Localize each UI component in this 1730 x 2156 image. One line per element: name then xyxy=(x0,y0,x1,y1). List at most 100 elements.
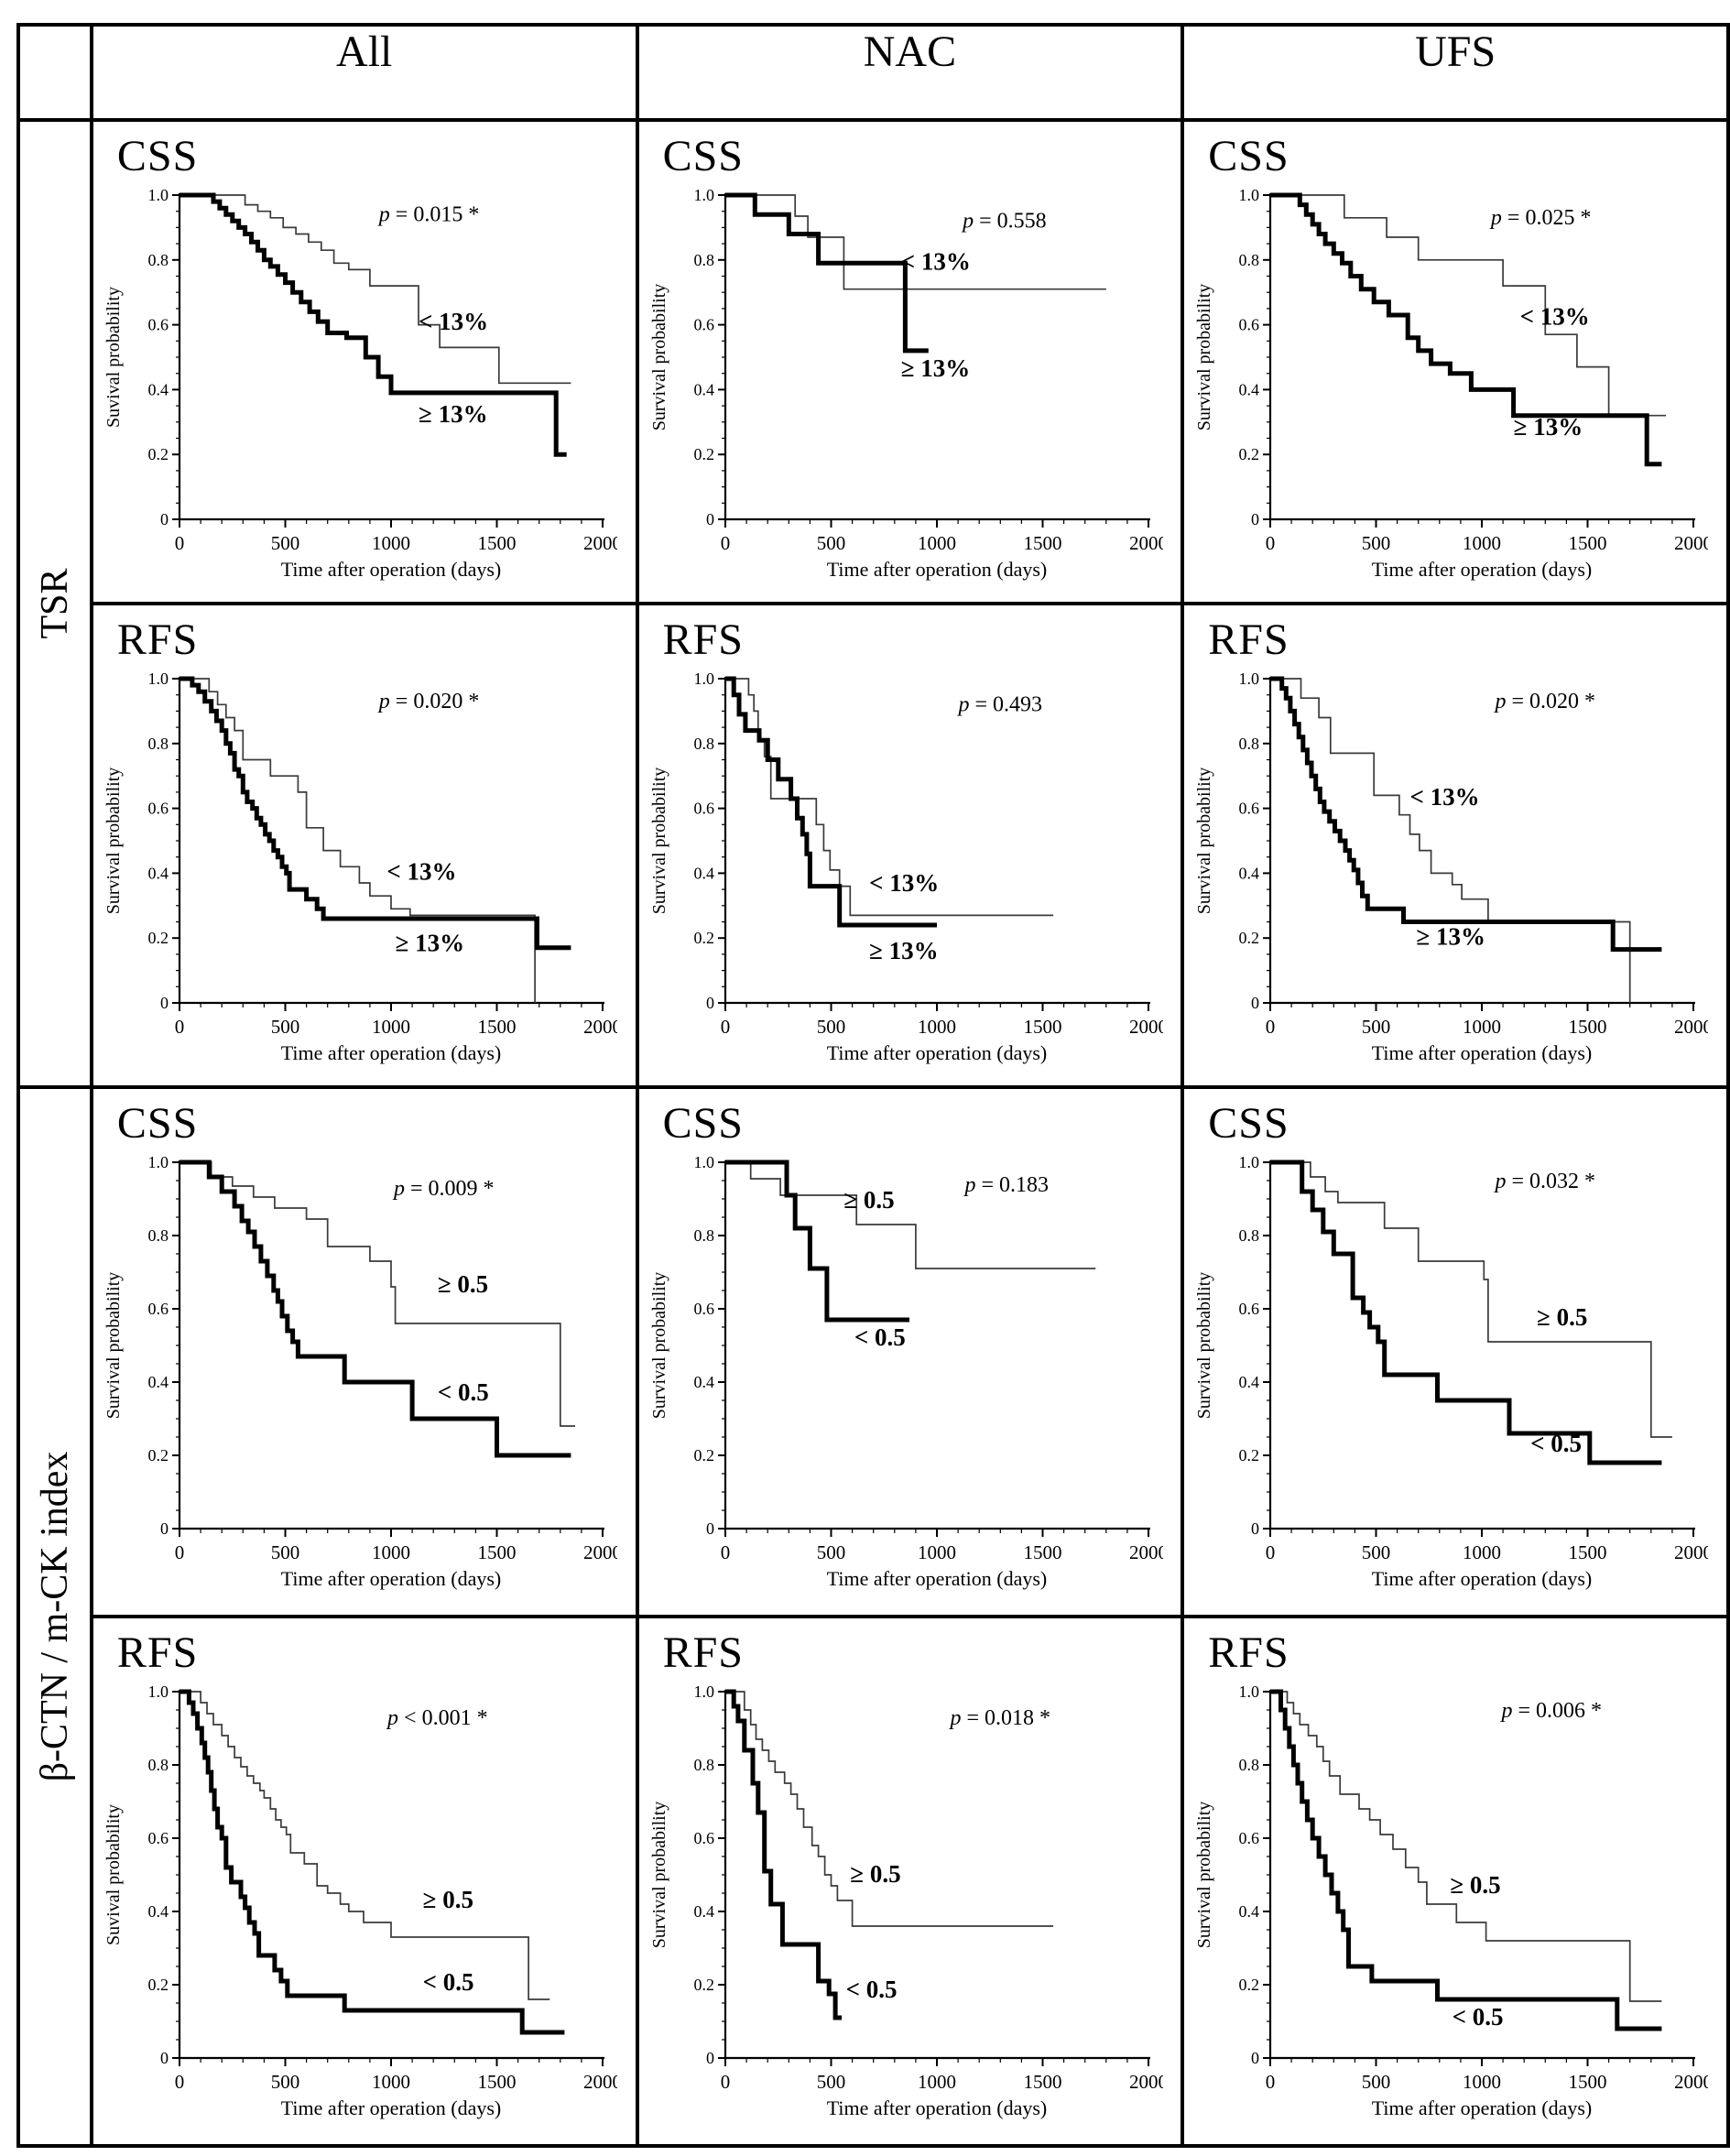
svg-text:Survival probability: Survival probability xyxy=(103,768,124,915)
cell-bctn-css-ufs: CSS 0 0.2 0.4 0.6 0.8 1.0 0 500 1000 1500 2000 Time… xyxy=(1181,1085,1730,1618)
plot-title: CSS xyxy=(1208,132,1289,180)
svg-text:500: 500 xyxy=(816,1541,845,1563)
svg-text:500: 500 xyxy=(816,532,845,554)
svg-text:≥ 13%: ≥ 13% xyxy=(869,937,939,964)
svg-text:< 0.5: < 0.5 xyxy=(1453,2003,1504,2031)
svg-text:0.2: 0.2 xyxy=(147,929,169,947)
survival-figure-table: All NAC UFS TSR CSS 0 0.2 0.4 0.6 0.8 1.0 0 500… xyxy=(16,23,1730,2148)
svg-text:500: 500 xyxy=(271,1016,300,1038)
svg-text:0: 0 xyxy=(706,2049,714,2067)
svg-text:500: 500 xyxy=(816,1016,845,1038)
svg-text:0.4: 0.4 xyxy=(1239,1902,1260,1921)
svg-text:p < 0.001 *: p < 0.001 * xyxy=(386,1706,488,1730)
svg-text:Time after operation (days): Time after operation (days) xyxy=(826,1567,1047,1590)
svg-text:Survival probability: Survival probability xyxy=(1194,1272,1214,1420)
svg-text:2000: 2000 xyxy=(583,1541,617,1563)
header-row: All NAC UFS xyxy=(16,23,1730,122)
svg-text:≥ 0.5: ≥ 0.5 xyxy=(850,1860,900,1888)
svg-text:0.4: 0.4 xyxy=(1239,1373,1260,1391)
svg-text:1000: 1000 xyxy=(372,2071,410,2093)
svg-text:0.4: 0.4 xyxy=(693,380,714,398)
svg-text:≥ 0.5: ≥ 0.5 xyxy=(423,1886,473,1913)
svg-text:0.8: 0.8 xyxy=(693,1226,714,1245)
cell-bctn-css-all: CSS 0 0.2 0.4 0.6 0.8 1.0 0 500 1000 1500 2000 Time… xyxy=(89,1085,639,1618)
svg-text:< 13%: < 13% xyxy=(1410,783,1480,811)
column-header-nac: NAC xyxy=(635,23,1185,122)
svg-text:0.4: 0.4 xyxy=(1239,380,1260,398)
cell-tsr-css-ufs: CSS 0 0.2 0.4 0.6 0.8 1.0 0 500 1000 1500 2000 Time… xyxy=(1181,118,1730,605)
svg-text:1000: 1000 xyxy=(1463,1016,1501,1038)
svg-text:Survival probability: Survival probability xyxy=(1194,768,1214,915)
km-plot-bctn-rfs-all: 0 0.2 0.4 0.6 0.8 1.0 0 500 1000 1500 2000 Time aft… xyxy=(103,1682,617,2119)
svg-text:Survival probability: Survival probability xyxy=(103,1272,124,1420)
svg-text:Time after operation (days): Time after operation (days) xyxy=(1372,2096,1593,2119)
svg-text:0.6: 0.6 xyxy=(1239,316,1260,334)
svg-text:1.0: 1.0 xyxy=(1239,1153,1260,1171)
svg-text:500: 500 xyxy=(1362,532,1391,554)
svg-text:500: 500 xyxy=(816,2071,845,2093)
svg-text:1.0: 1.0 xyxy=(693,1682,714,1701)
svg-text:p = 0.025 *: p = 0.025 * xyxy=(1489,206,1592,230)
plot-title: RFS xyxy=(662,615,744,664)
svg-text:1.0: 1.0 xyxy=(693,1153,714,1171)
row-bctn-rfs: RFS 0 0.2 0.4 0.6 0.8 1.0 0 500 1000 1500 2000 Time… xyxy=(18,1615,1730,2148)
svg-text:1.0: 1.0 xyxy=(693,186,714,204)
svg-text:p = 0.015 *: p = 0.015 * xyxy=(377,202,480,226)
cell-tsr-rfs-ufs: RFS 0 0.2 0.4 0.6 0.8 1.0 0 500 1000 1500 2000 Time… xyxy=(1181,602,1730,1089)
svg-text:0.6: 0.6 xyxy=(1239,1829,1260,1847)
svg-text:0: 0 xyxy=(1266,532,1276,554)
svg-text:0.4: 0.4 xyxy=(147,1373,169,1391)
svg-text:500: 500 xyxy=(271,532,300,554)
svg-text:1000: 1000 xyxy=(918,1541,956,1563)
svg-text:0.4: 0.4 xyxy=(147,864,169,882)
svg-text:0.2: 0.2 xyxy=(147,1446,169,1465)
svg-text:0.2: 0.2 xyxy=(693,929,714,947)
svg-text:1.0: 1.0 xyxy=(1239,186,1260,204)
svg-text:≥ 0.5: ≥ 0.5 xyxy=(438,1270,488,1298)
svg-text:500: 500 xyxy=(1362,1541,1391,1563)
svg-text:≥ 13%: ≥ 13% xyxy=(1417,922,1486,950)
svg-text:2000: 2000 xyxy=(1674,2071,1708,2093)
svg-text:2000: 2000 xyxy=(1674,532,1708,554)
svg-text:1500: 1500 xyxy=(1569,1541,1607,1563)
svg-text:0: 0 xyxy=(160,2049,169,2067)
svg-text:0: 0 xyxy=(720,532,730,554)
column-header-nac-label: NAC xyxy=(863,27,957,76)
svg-text:1500: 1500 xyxy=(1023,532,1061,554)
plot-title: CSS xyxy=(116,132,199,180)
svg-text:Time after operation (days): Time after operation (days) xyxy=(1372,1567,1593,1590)
row-group-label-bctn-text: β-CTN / m-CK index xyxy=(33,1451,76,1782)
svg-text:0.6: 0.6 xyxy=(693,316,714,334)
km-plot-bctn-css-all: 0 0.2 0.4 0.6 0.8 1.0 0 500 1000 1500 2000 Time aft… xyxy=(103,1153,617,1590)
km-plot-tsr-rfs-ufs: 0 0.2 0.4 0.6 0.8 1.0 0 500 1000 1500 2000 Time aft… xyxy=(1194,670,1708,1064)
svg-text:< 0.5: < 0.5 xyxy=(845,1976,897,2003)
svg-text:1500: 1500 xyxy=(1023,2071,1061,2093)
svg-text:2000: 2000 xyxy=(1129,1016,1163,1038)
svg-text:0.6: 0.6 xyxy=(693,1829,714,1847)
svg-text:≥ 13%: ≥ 13% xyxy=(900,354,970,382)
svg-text:2000: 2000 xyxy=(583,2071,617,2093)
svg-text:0: 0 xyxy=(1251,2049,1259,2067)
svg-text:1000: 1000 xyxy=(918,532,956,554)
svg-text:0: 0 xyxy=(175,1541,185,1563)
cell-tsr-css-nac: CSS 0 0.2 0.4 0.6 0.8 1.0 0 500 1000 1500 2000 Time… xyxy=(635,118,1185,605)
svg-text:0: 0 xyxy=(720,2071,730,2093)
svg-text:Time after operation (days): Time after operation (days) xyxy=(826,558,1047,581)
svg-text:0.4: 0.4 xyxy=(147,1902,169,1921)
svg-text:Survival probability: Survival probability xyxy=(649,1802,669,1949)
svg-text:0: 0 xyxy=(175,2071,185,2093)
svg-text:0.8: 0.8 xyxy=(693,1756,714,1774)
svg-text:Survival probability: Survival probability xyxy=(649,284,669,431)
row-group-label-tsr-text: TSR xyxy=(33,568,76,639)
svg-text:0.2: 0.2 xyxy=(147,1976,169,1994)
svg-text:0.8: 0.8 xyxy=(147,251,169,269)
plot-title: RFS xyxy=(1208,615,1289,664)
cell-bctn-rfs-nac: RFS 0 0.2 0.4 0.6 0.8 1.0 0 500 1000 1500 2000 Time… xyxy=(635,1615,1185,2148)
svg-text:0.2: 0.2 xyxy=(1239,445,1260,463)
plot-title: CSS xyxy=(662,1099,744,1148)
km-plot-tsr-css-nac: 0 0.2 0.4 0.6 0.8 1.0 0 500 1000 1500 2000 Time aft… xyxy=(649,186,1163,581)
svg-text:< 13%: < 13% xyxy=(900,247,970,275)
svg-text:p = 0.183: p = 0.183 xyxy=(963,1173,1049,1197)
svg-text:0.6: 0.6 xyxy=(147,800,169,818)
svg-text:0.6: 0.6 xyxy=(693,800,714,818)
